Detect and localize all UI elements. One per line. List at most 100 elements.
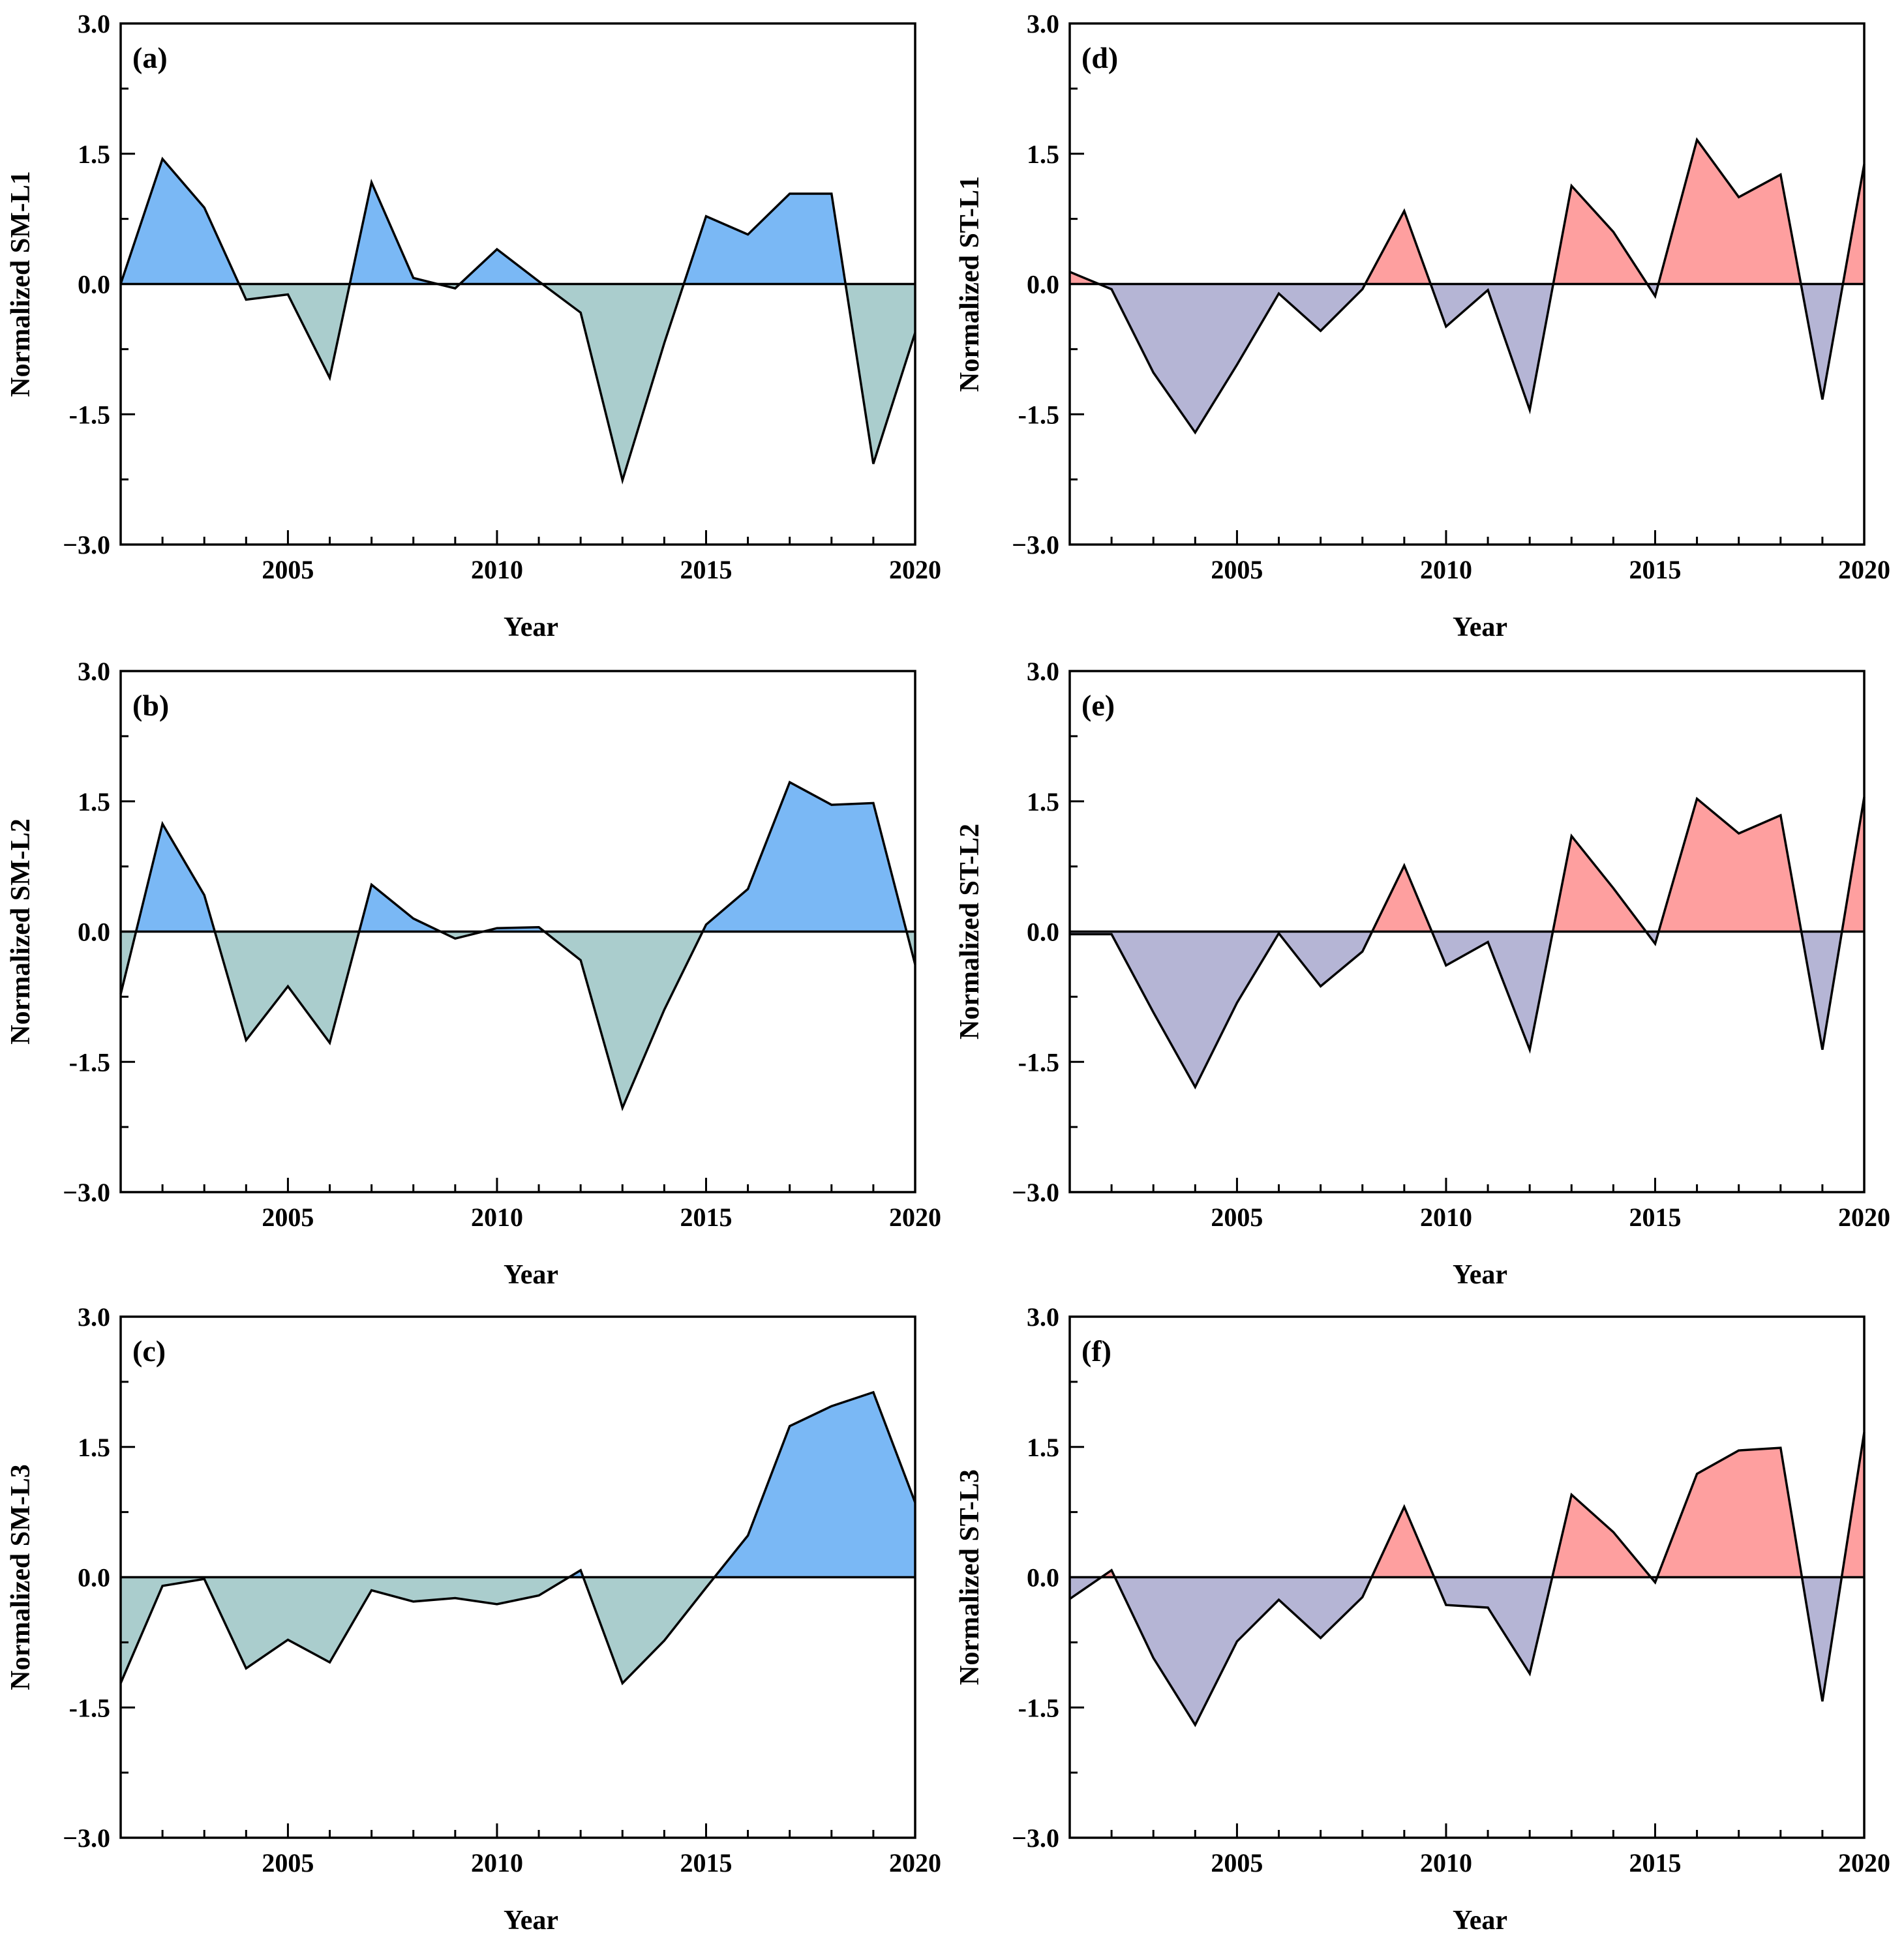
ytick-label-f: -1.5: [1018, 1693, 1059, 1722]
negative-area-a-1: [239, 284, 350, 378]
ytick-label-b: -1.5: [69, 1047, 110, 1077]
positive-area-f-3: [1371, 1506, 1434, 1578]
y-axis-label-f: Normalized ST-L3: [955, 1469, 985, 1685]
xtick-label-a: 2020: [889, 555, 941, 584]
panel-a: 3.0 1.5 0.0 −3.0 -1.5 2005 2010 2015 2020 Year Nor…: [6, 9, 941, 642]
panel-b: 3.0 1.5 0.0 -1.5 −3.0 2005 2010 2015 2020 Year Nor…: [6, 657, 941, 1290]
xtick-label-f: 2020: [1838, 1848, 1890, 1878]
ytick-label-a: 0.0: [78, 270, 110, 299]
negative-area-a-5: [542, 284, 684, 481]
positive-area-d-2: [1365, 211, 1431, 284]
positive-area-e-5: [1658, 798, 1802, 932]
xtick-label-a: 2010: [471, 555, 523, 584]
x-axis-label-e: Year: [1453, 1260, 1507, 1290]
xtick-label-d: 2015: [1629, 555, 1681, 584]
xtick-label-b: 2020: [889, 1203, 941, 1232]
xtick-label-c: 2020: [889, 1848, 941, 1878]
xtick-label-c: 2015: [680, 1848, 732, 1878]
y-axis-label-c: Normalized SM-L3: [6, 1464, 36, 1690]
panel-f: 3.0 1.5 0.0 -1.5 −3.0 2005 2010 2015 2020 Year Nor…: [955, 1302, 1890, 1936]
negative-area-b-6: [544, 931, 703, 1108]
positive-area-d-6: [1658, 140, 1801, 284]
panel-label-c: (c): [132, 1334, 166, 1368]
x-axis-label-d: Year: [1453, 612, 1507, 642]
series-line-a: [119, 157, 916, 485]
y-axis-label-a: Normalized SM-L1: [6, 171, 36, 397]
positive-area-a-4: [460, 249, 543, 284]
ytick-label-d: -1.5: [1018, 400, 1059, 429]
ytick-label-d: 1.5: [1027, 140, 1059, 169]
ytick-label-b: 0.0: [78, 918, 110, 947]
ytick-label-d: 0.0: [1027, 270, 1059, 299]
ytick-label-e: -1.5: [1018, 1047, 1059, 1077]
xtick-label-e: 2020: [1838, 1203, 1890, 1232]
ytick-label-f: 3.0: [1027, 1302, 1059, 1332]
panel-label-d: (d): [1081, 41, 1118, 74]
y-axis-label-d: Normalized ST-L1: [955, 176, 985, 392]
positive-area-e-1: [1372, 865, 1432, 932]
xtick-label-c: 2010: [471, 1848, 523, 1878]
xtick-label-e: 2010: [1420, 1203, 1472, 1232]
positive-area-b-1: [136, 824, 215, 932]
negative-area-e-0: [1070, 931, 1372, 1087]
ytick-label-d: −3.0: [1012, 530, 1059, 560]
panel-label-e: (e): [1081, 689, 1115, 722]
panel-d: 3.0 1.5 0.0 -1.5 −3.0 2005 2010 2015 2020 Year Nor…: [955, 9, 1890, 642]
negative-area-f-2: [1115, 1577, 1372, 1725]
ytick-label-a: −3.0: [63, 530, 110, 560]
xtick-label-b: 2015: [680, 1203, 732, 1232]
positive-area-a-2: [350, 182, 438, 284]
positive-area-e-3: [1552, 836, 1646, 932]
negative-area-c-2: [583, 1577, 715, 1683]
ytick-label-b: −3.0: [63, 1178, 110, 1207]
x-axis-label-f: Year: [1453, 1906, 1507, 1936]
ytick-label-f: 0.0: [1027, 1563, 1059, 1593]
ytick-label-c: −3.0: [63, 1823, 110, 1853]
series-line-b: [119, 781, 916, 1112]
ytick-label-a: 3.0: [78, 9, 110, 38]
negative-area-e-2: [1432, 931, 1553, 1050]
negative-area-d-3: [1430, 284, 1554, 410]
series-line-f: [1069, 1431, 1866, 1728]
positive-area-d-4: [1553, 186, 1648, 284]
ytick-label-f: −3.0: [1012, 1823, 1059, 1853]
panel-label-b: (b): [132, 689, 169, 722]
xtick-label-e: 2005: [1211, 1203, 1263, 1232]
ytick-label-c: 1.5: [78, 1433, 110, 1462]
xtick-label-a: 2015: [680, 555, 732, 584]
negative-area-d-1: [1098, 284, 1365, 433]
negative-area-e-6: [1801, 931, 1842, 1050]
xtick-label-b: 2005: [262, 1203, 314, 1232]
positive-area-f-7: [1657, 1448, 1802, 1578]
ytick-label-e: −3.0: [1012, 1178, 1059, 1207]
xtick-label-b: 2010: [471, 1203, 523, 1232]
xtick-label-d: 2010: [1420, 555, 1472, 584]
xtick-label-f: 2010: [1420, 1848, 1472, 1878]
series-line-c: [119, 1390, 916, 1686]
xtick-label-e: 2015: [1629, 1203, 1681, 1232]
panel-e: 3.0 1.5 0.0 -1.5 −3.0 2005 2010 2015 2020 Year Nor…: [955, 657, 1890, 1290]
positive-area-a-0: [121, 158, 239, 284]
x-axis-label-b: Year: [504, 1260, 558, 1290]
positive-area-b-7: [703, 782, 907, 932]
negative-area-a-7: [845, 284, 915, 464]
xtick-label-c: 2005: [262, 1848, 314, 1878]
x-axis-label-c: Year: [504, 1906, 558, 1936]
panel-label-a: (a): [132, 41, 168, 74]
ytick-label-b: 1.5: [78, 787, 110, 816]
negative-area-c-0: [121, 1577, 569, 1683]
negative-area-d-7: [1801, 284, 1843, 400]
ytick-label-e: 0.0: [1027, 918, 1059, 947]
y-axis-label-e: Normalized ST-L2: [955, 824, 985, 1040]
x-axis-label-a: Year: [504, 612, 558, 642]
ytick-label-e: 3.0: [1027, 657, 1059, 686]
negative-area-f-8: [1802, 1577, 1842, 1701]
ytick-label-e: 1.5: [1027, 787, 1059, 816]
xtick-label-a: 2005: [262, 555, 314, 584]
negative-area-f-4: [1434, 1577, 1552, 1674]
xtick-label-d: 2005: [1211, 555, 1263, 584]
series-line-d: [1069, 137, 1866, 435]
y-axis-label-b: Normalized SM-L2: [6, 818, 36, 1044]
series-line-e: [1070, 796, 1866, 1090]
